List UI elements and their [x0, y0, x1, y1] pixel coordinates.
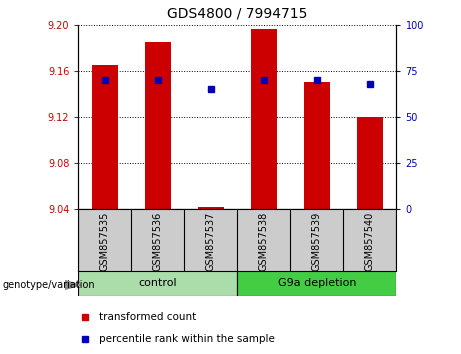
Polygon shape [65, 280, 81, 290]
Text: GSM857536: GSM857536 [153, 212, 163, 271]
Text: GSM857537: GSM857537 [206, 212, 216, 271]
Text: GSM857539: GSM857539 [312, 212, 322, 271]
Bar [92, 65, 118, 209]
Text: percentile rank within the sample: percentile rank within the sample [99, 334, 275, 344]
Text: GSM857540: GSM857540 [365, 212, 375, 271]
Text: G9a depletion: G9a depletion [278, 278, 356, 288]
Bar [145, 42, 171, 209]
Bar [78, 271, 237, 296]
Text: control: control [139, 278, 177, 288]
Text: genotype/variation: genotype/variation [2, 280, 95, 290]
Text: GSM857538: GSM857538 [259, 212, 269, 271]
Bar [304, 82, 330, 209]
Title: GDS4800 / 7994715: GDS4800 / 7994715 [167, 7, 307, 21]
Text: GSM857535: GSM857535 [100, 212, 110, 271]
Bar [237, 271, 396, 296]
Bar [251, 29, 277, 209]
Bar [357, 117, 383, 209]
Text: transformed count: transformed count [99, 312, 196, 322]
Bar [198, 206, 224, 209]
